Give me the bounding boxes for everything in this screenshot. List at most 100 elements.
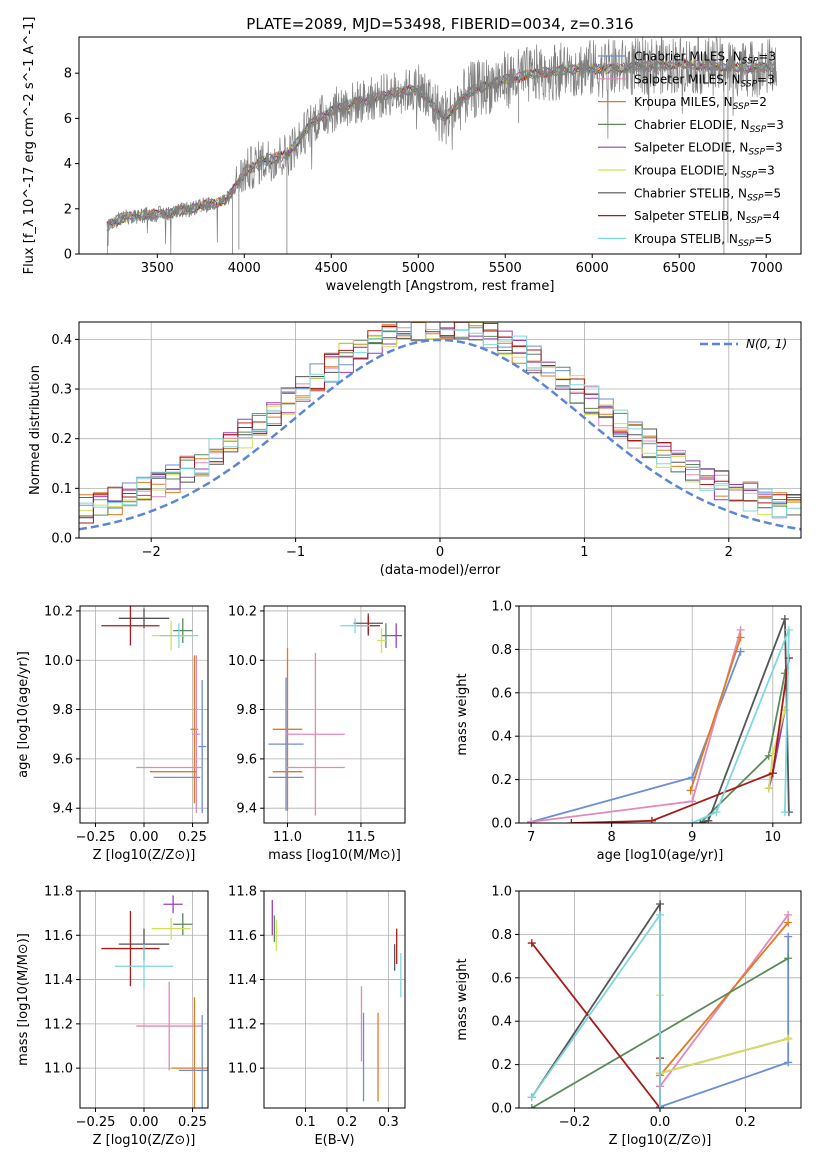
weight-marker — [656, 900, 664, 909]
y-tick-label: 9.6 — [52, 752, 73, 767]
y-tick-label: 11.6 — [228, 929, 257, 944]
x-axis-label: E(B-V) — [314, 1133, 354, 1148]
y-tick-label: 11.0 — [228, 1062, 257, 1077]
x-tick-label: 0.3 — [378, 1115, 399, 1130]
x-tick-label: 0.25 — [178, 830, 207, 845]
plot-area — [271, 899, 402, 1102]
y-tick-label: 1.0 — [491, 885, 512, 900]
axes-frame — [518, 890, 802, 1109]
x-tick-label: 4500 — [315, 261, 348, 276]
x-tick-label: 3500 — [141, 261, 174, 276]
panel-mass-vs-EBV: 0.1 0.2 0.3 11.0 11.2 11.4 11.6 11.8 E(B-V) — [228, 885, 406, 1148]
panel-age-vs-mass: 11.0 11.5 9.4 9.6 9.8 10.0 10.2 mass [log10(M/M… — [228, 604, 406, 863]
weight-line — [691, 629, 790, 823]
x-tick-label: 0.1 — [295, 1115, 316, 1130]
y-tick-label: 0.1 — [51, 482, 72, 497]
y-tick-label: 0.4 — [491, 730, 512, 745]
weight-marker — [780, 808, 789, 817]
weight-marker — [768, 769, 777, 778]
y-axis-label: mass [log10(M/M⊙)] — [16, 933, 31, 1066]
y-tick-label: 2 — [64, 202, 72, 217]
legend-entry: Kroupa MILES, NSSP=2 — [634, 95, 767, 112]
x-tick-label: 9 — [688, 830, 696, 845]
weight-marker — [527, 1104, 536, 1108]
y-tick-label: 0.6 — [491, 971, 512, 986]
x-axis-label: (data-model)/error — [380, 563, 501, 578]
x-tick-label: −0.2 — [559, 1115, 591, 1130]
weight-marker — [736, 647, 745, 656]
weight-marker — [527, 1093, 536, 1102]
x-axis-label: wavelength [Angstrom, rest frame] — [326, 279, 555, 294]
legend-entry: Salpeter MILES, NSSP=3 — [634, 72, 775, 89]
figure-title: PLATE=2089, MJD=53498, FIBERID=0034, z=0… — [246, 15, 633, 33]
panel-weight-vs-Z: −0.2 0.0 0.2 0.0 0.2 0.4 0.6 0.8 1.0 Z [log10(Z/Z… — [455, 885, 802, 1148]
y-tick-label: 10.2 — [44, 604, 73, 619]
y-tick-label: 11.4 — [44, 973, 73, 988]
x-tick-label: 11.0 — [273, 830, 302, 845]
x-axis-label: age [log10(age/yr)] — [597, 848, 724, 863]
legend-entry: Salpeter STELIB, NSSP=4 — [634, 209, 780, 226]
y-tick-label: 0.2 — [51, 432, 72, 447]
y-tick-label: 0.0 — [491, 1102, 512, 1117]
plot-area — [527, 615, 793, 823]
x-axis-label: mass [log10(M/M⊙)] — [268, 848, 401, 863]
y-tick-label: 0.8 — [491, 928, 512, 943]
panel-age-vs-Z: −0.25 0.00 0.25 9.4 9.6 9.8 10.0 10.2 Z [log10(Z… — [16, 604, 209, 863]
weight-marker — [704, 816, 713, 823]
legend: Chabrier MILES, NSSP=3 Salpeter MILES, NS… — [598, 50, 784, 249]
y-tick-label: 0 — [64, 248, 72, 263]
x-tick-label: 7000 — [750, 261, 783, 276]
y-tick-label: 0.0 — [51, 532, 72, 547]
y-tick-label: 0.0 — [491, 817, 512, 832]
weight-marker — [712, 808, 721, 817]
weight-marker — [784, 910, 793, 919]
y-tick-label: 0.4 — [491, 1015, 512, 1030]
y-tick-label: 9.4 — [52, 802, 73, 817]
y-tick-label: 11.0 — [44, 1062, 73, 1077]
weight-marker — [686, 786, 695, 795]
x-tick-label: 5000 — [402, 261, 435, 276]
weight-line — [571, 657, 790, 823]
x-tick-label: −0.25 — [76, 830, 116, 845]
weight-marker — [527, 817, 536, 823]
weight-line — [659, 914, 789, 1087]
x-tick-label: 11.5 — [346, 830, 375, 845]
axes-frame — [79, 605, 209, 824]
legend-entry: Kroupa ELODIE, NSSP=3 — [634, 164, 775, 181]
legend-entry: Chabrier ELODIE, NSSP=3 — [634, 118, 784, 135]
y-axis-label: mass weight — [455, 958, 470, 1040]
plot-area — [268, 613, 403, 816]
weight-marker — [567, 819, 576, 823]
y-tick-label: 1.0 — [491, 600, 512, 615]
x-axis-label: Z [log10(Z/Z⊙)] — [93, 1133, 196, 1148]
legend-entry: Kroupa STELIB, NSSP=5 — [634, 232, 772, 249]
x-tick-label: 0 — [436, 545, 444, 560]
y-tick-label: 10.0 — [228, 654, 257, 669]
weight-marker — [784, 625, 793, 634]
weight-marker — [784, 932, 793, 941]
weight-line — [659, 921, 789, 1077]
y-tick-label: 6 — [64, 112, 72, 127]
legend-entry: Chabrier MILES, NSSP=3 — [634, 50, 776, 67]
data-spectrum-line — [106, 37, 777, 254]
legend-entry: Salpeter ELODIE, NSSP=3 — [634, 141, 783, 158]
x-tick-label: 5500 — [489, 261, 522, 276]
weight-marker — [780, 615, 789, 624]
y-axis-label: Flux [f_λ 10^-17 erg cm^-2 s^-1 A^-1] — [22, 17, 37, 275]
y-tick-label: 0.2 — [491, 773, 512, 788]
weight-marker — [736, 633, 745, 642]
axes-frame — [263, 890, 406, 1109]
y-axis-label: age [log10(age/yr)] — [16, 651, 31, 778]
normal-curve — [79, 338, 801, 531]
panel-mass-vs-Z: −0.25 0.00 0.25 11.0 11.2 11.4 11.6 11.8 Z [log1… — [16, 885, 209, 1148]
x-tick-label: 1 — [580, 545, 588, 560]
weight-marker — [784, 954, 793, 963]
y-tick-label: 0.6 — [491, 686, 512, 701]
x-tick-label: 6500 — [663, 261, 696, 276]
y-tick-label: 10.0 — [44, 654, 73, 669]
weight-marker — [656, 910, 664, 919]
x-tick-label: 0.2 — [735, 1115, 756, 1130]
weight-marker — [784, 1034, 793, 1043]
y-tick-label: 9.4 — [236, 802, 257, 817]
